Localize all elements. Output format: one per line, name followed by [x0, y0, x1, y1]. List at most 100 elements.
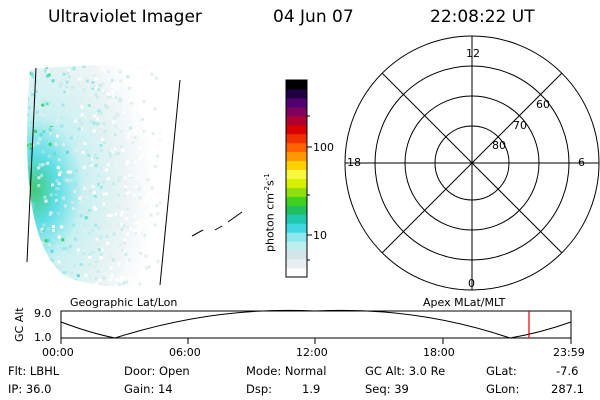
emission-pixel: [120, 213, 124, 217]
emission-pixel: [85, 195, 89, 199]
emission-pixel: [104, 285, 108, 287]
emission-pixel: [165, 234, 168, 237]
emission-pixel: [147, 193, 150, 196]
emission-pixel: [125, 262, 129, 266]
emission-pixel: [153, 235, 157, 239]
emission-pixel: [132, 193, 136, 197]
emission-pixel: [34, 269, 37, 273]
emission-pixel: [114, 212, 118, 216]
emission-pixel: [109, 188, 113, 192]
emission-pixel: [159, 178, 163, 182]
emission-pixel: [161, 86, 163, 90]
emission-pixel: [36, 141, 40, 145]
emission-pixel: [78, 77, 81, 81]
emission-pixel: [88, 262, 92, 266]
emission-pixel: [32, 238, 36, 242]
emission-pixel: [132, 128, 136, 132]
emission-pixel: [163, 98, 166, 101]
emission-pixel: [155, 204, 159, 208]
emission-pixel: [65, 180, 69, 184]
emission-pixel: [45, 96, 49, 100]
emission-pixel: [91, 250, 95, 254]
emission-pixel: [85, 148, 89, 152]
colorbar-tick-label-100: 100: [313, 141, 334, 154]
emission-pixel: [60, 124, 64, 128]
emission-pixel: [113, 147, 117, 151]
emission-pixel: [163, 128, 166, 131]
emission-pixel: [64, 204, 67, 208]
emission-pixel: [165, 139, 168, 142]
emission-pixel: [87, 104, 91, 107]
emission-pixel: [96, 182, 100, 186]
emission-pixel: [93, 151, 97, 155]
colorbar-tick-label-10: 10: [313, 229, 327, 242]
emission-pixel: [164, 210, 167, 213]
emission-pixel: [82, 90, 86, 94]
emission-pixel: [74, 282, 78, 286]
emission-pixel: [138, 92, 142, 96]
emission-pixel: [56, 187, 60, 190]
emission-pixel: [91, 228, 94, 232]
emission-pixel: [97, 113, 101, 117]
emission-pixel: [144, 199, 147, 203]
emission-pixel: [28, 243, 32, 247]
emission-pixel: [72, 264, 76, 268]
emission-pixel: [76, 248, 80, 252]
emission-pixel: [82, 229, 86, 233]
emission-pixel: [161, 256, 163, 260]
emission-pixel: [92, 119, 96, 123]
altitude-curve: [60, 309, 572, 339]
emission-pixel: [23, 200, 26, 203]
emission-pixel: [102, 122, 106, 126]
emission-pixel: [32, 246, 36, 250]
emission-pixel: [54, 199, 58, 202]
emission-pixel: [94, 216, 98, 220]
emission-pixel: [127, 226, 131, 230]
emission-pixel: [157, 134, 161, 138]
emission-pixel: [129, 126, 132, 130]
emission-pixel: [155, 91, 159, 95]
emission-pixel: [39, 105, 43, 109]
emission-pixel: [134, 184, 138, 188]
emission-pixel: [29, 63, 32, 66]
emission-pixel: [80, 113, 84, 117]
emission-pixel: [65, 178, 69, 182]
emission-pixel: [97, 226, 101, 230]
emission-pixel: [75, 148, 79, 152]
emission-pixel: [125, 161, 129, 165]
emission-pixel: [32, 268, 36, 272]
emission-pixel: [135, 126, 139, 130]
colorbar-cell: [286, 241, 307, 251]
observation-date: 04 Jun 07: [273, 7, 354, 27]
emission-pixel: [67, 69, 71, 73]
emission-pixel: [37, 176, 41, 180]
emission-pixel: [40, 274, 44, 278]
emission-pixel: [156, 154, 160, 158]
emission-pixel: [125, 81, 129, 85]
emission-pixel: [60, 278, 63, 282]
emission-pixel: [99, 292, 102, 295]
emission-pixel: [36, 110, 39, 114]
emission-pixel: [31, 93, 35, 97]
emission-pixel: [77, 215, 80, 219]
emission-pixel: [92, 156, 96, 160]
emission-pixel: [164, 288, 167, 291]
emission-pixel: [150, 141, 154, 145]
emission-pixel: [34, 90, 38, 94]
emission-pixel: [95, 157, 99, 161]
emission-pixel: [109, 213, 113, 217]
emission-pixel: [42, 110, 46, 114]
colorbar-cell: [286, 232, 307, 242]
emission-pixel: [53, 152, 57, 156]
emission-pixel: [29, 142, 33, 146]
emission-pixel: [91, 212, 95, 216]
emission-pixel: [159, 243, 163, 247]
emission-pixel: [37, 271, 41, 275]
emission-pixel: [165, 158, 168, 161]
emission-pixel: [109, 266, 113, 270]
emission-pixel: [142, 129, 146, 133]
emission-pixel: [29, 146, 33, 150]
emission-pixel: [119, 63, 122, 66]
emission-pixel: [102, 180, 106, 184]
emission-pixel: [145, 69, 149, 73]
